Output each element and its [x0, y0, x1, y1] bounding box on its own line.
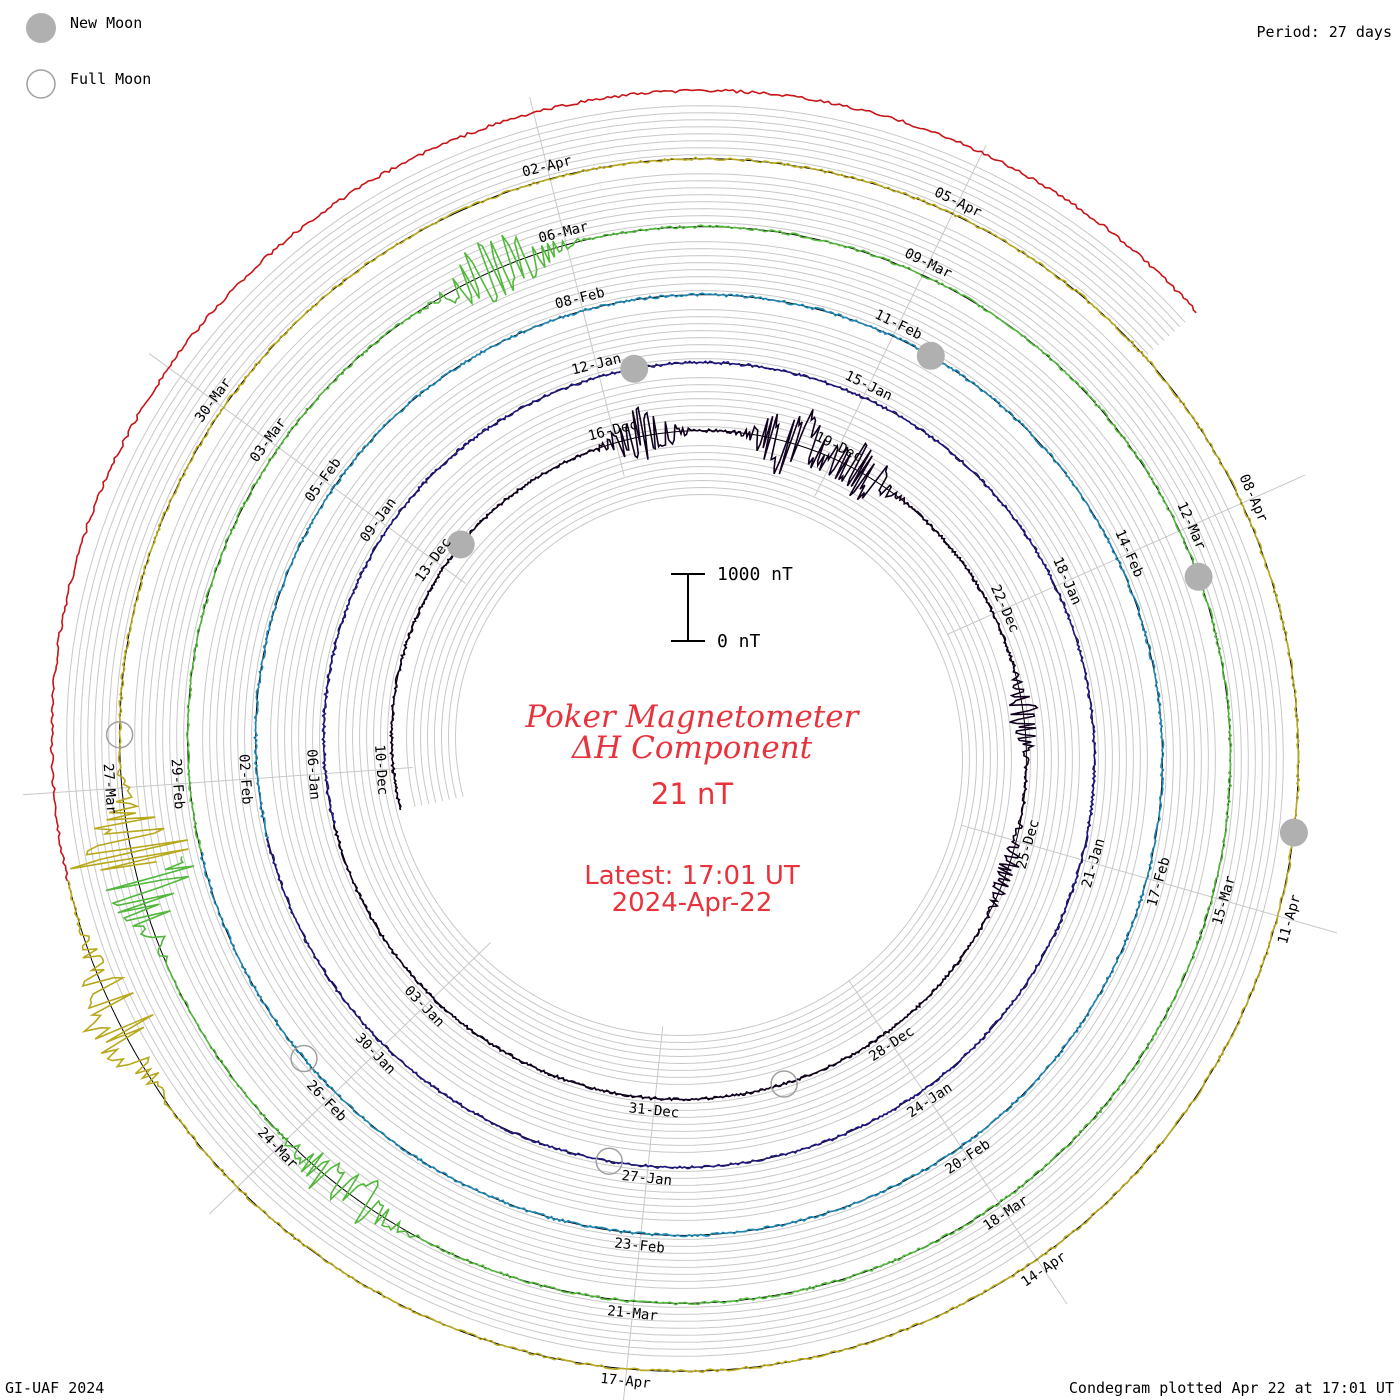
scale-top-label: 1000 nT [717, 564, 793, 585]
spoke-line [149, 353, 466, 584]
spoke-line [961, 824, 1337, 934]
full-moon-legend-label: Full Moon [70, 70, 152, 88]
grid-arc [73, 112, 1277, 1350]
current-value: 21 nT [651, 777, 733, 811]
spoke-layer [22, 97, 1337, 1400]
trace-turn-1 [265, 360, 1097, 1170]
full-moon-legend-icon [26, 69, 56, 99]
plotted-note: Condegram plotted Apr 22 at 17:01 UT [1068, 1379, 1394, 1397]
new-moon-marker [446, 530, 475, 559]
date-label: 27-Jan [621, 1168, 673, 1189]
date-label: 21-Mar [607, 1303, 659, 1324]
date-label: 18-Mar [980, 1193, 1031, 1235]
credit-label: GI-UAF 2024 [5, 1379, 105, 1397]
date-label: 20-Feb [942, 1136, 993, 1178]
grid-arc [101, 140, 1249, 1322]
date-label: 06-Jan [303, 749, 322, 801]
grid-layer [66, 105, 1284, 1357]
latest-date: 2024-Apr-22 [612, 888, 773, 918]
grid-arc [66, 105, 1284, 1357]
new-moon-marker [916, 341, 945, 370]
grid-arc [94, 133, 1256, 1329]
full-moon-marker [770, 1070, 798, 1098]
spoke-line [848, 979, 1068, 1305]
date-label: 08-Apr [1236, 472, 1271, 525]
chart-subtitle: ΔH Component [571, 730, 813, 766]
spoke-line [529, 97, 625, 477]
scale-bottom-label: 0 nT [717, 631, 761, 652]
spoke-line [814, 144, 987, 497]
new-moon-marker [620, 354, 649, 383]
new-moon-legend-label: New Moon [70, 14, 143, 32]
date-label: 10-Dec [371, 744, 390, 796]
date-label: 17-Feb [1144, 855, 1173, 908]
trace-layer [49, 88, 1301, 1374]
date-label: 31-Dec [628, 1100, 680, 1121]
new-moon-marker [1184, 562, 1213, 591]
scale-bar [671, 573, 705, 642]
trace-turn-0 [332, 406, 1039, 1102]
date-label: 21-Jan [1079, 837, 1108, 890]
trace-turn-5 [49, 88, 1197, 882]
date-label: 02-Feb [235, 754, 254, 806]
new-moon-marker [1279, 818, 1308, 847]
full-moon-marker [105, 720, 134, 749]
trace-turn-3 [105, 224, 1233, 1306]
trace-turn-2 [199, 292, 1165, 1238]
date-label: 17-Apr [599, 1371, 651, 1392]
grid-arc [87, 126, 1263, 1336]
spoke-line [22, 767, 413, 796]
date-label: 23-Feb [614, 1236, 666, 1257]
spoke-line [622, 1026, 664, 1400]
trace-turn-4 [67, 156, 1301, 1374]
moon-layer [105, 341, 1308, 1175]
date-label: 15-Mar [1210, 874, 1239, 927]
new-moon-legend-icon [26, 13, 56, 43]
spoke-line [947, 474, 1306, 635]
date-label: 24-Mar [254, 1125, 301, 1172]
latest-time: Latest: 17:01 UT [584, 861, 800, 891]
grid-arc [108, 147, 1242, 1315]
date-label: 27-Mar [100, 763, 119, 815]
date-label: 02-Apr [521, 153, 574, 181]
grid-arc [115, 154, 1235, 1308]
spoke-line [209, 942, 491, 1215]
period-label: Period: 27 days [1256, 23, 1392, 41]
date-label: 11-Apr [1275, 893, 1304, 946]
full-moon-marker [290, 1044, 318, 1073]
full-moon-marker [595, 1147, 623, 1175]
chart-title: Poker Magnetometer [525, 699, 861, 735]
date-label: 29-Feb [168, 758, 187, 810]
grid-arc [80, 119, 1270, 1343]
